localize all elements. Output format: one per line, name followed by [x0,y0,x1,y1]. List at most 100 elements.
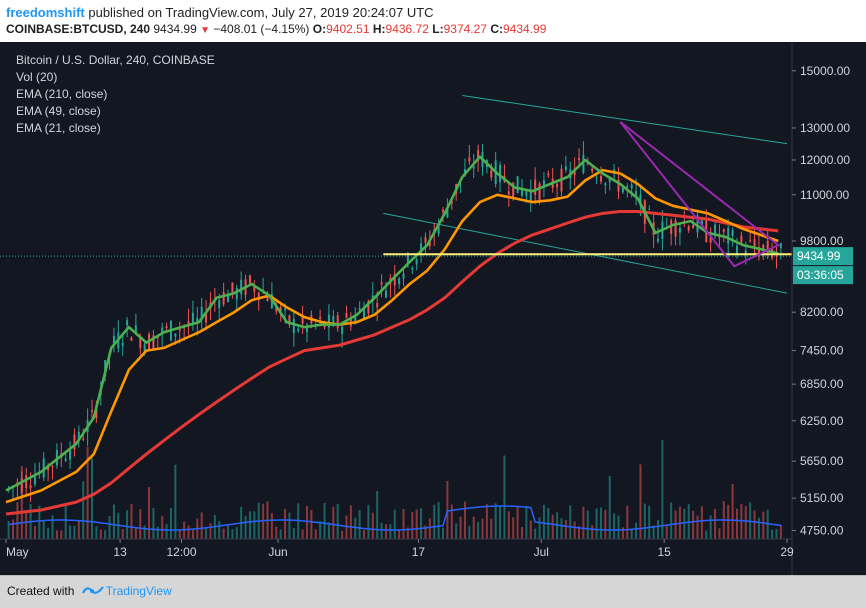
candle-body [639,194,642,206]
volume-bar [178,529,181,539]
volume-bar [442,527,445,539]
volume-bar [516,506,519,539]
candle-body [766,240,769,254]
volume-bar [494,503,497,539]
volume-bar [363,530,366,539]
y-tick-label: 13000.00 [800,121,850,135]
volume-bar [525,505,528,539]
candle-body [762,244,765,249]
x-tick-label: 29 [780,545,794,559]
volume-bar [731,483,734,539]
candle-body [187,321,190,326]
candle-body [240,279,243,295]
candle-body [393,274,396,286]
volume-bar [534,528,537,539]
close-value: 9434.99 [503,22,547,36]
volume-bar [446,481,449,539]
volume-bar [692,510,695,539]
footer-credit: Created with TradingView [7,584,172,598]
volume-bar [139,509,142,539]
candle-body [424,237,427,243]
candle-body [437,224,440,234]
volume-bar [661,440,664,539]
volume-bars [7,440,782,539]
last-price: 9434.99 [153,22,197,36]
candle-body [564,166,567,170]
volume-bar [112,504,115,539]
x-tick-label: 12:00 [166,545,196,559]
volume-bar [209,523,212,539]
volume-ma [8,505,782,531]
published-text: published on TradingView.com, July 27, 2… [88,5,434,20]
candle-body [428,240,431,247]
volume-bar [771,529,774,539]
candle-body [604,183,607,186]
candle-body [595,176,598,178]
candle-body [534,179,537,195]
volume-bar [288,512,291,539]
volume-bar [472,516,475,539]
volume-bar [143,525,146,539]
candle-body [520,187,523,196]
volume-bar [415,509,418,539]
volume-bar [560,518,563,539]
volume-bar [12,519,15,539]
candle-body [617,179,620,192]
volume-bar [626,505,629,539]
volume-bar [248,511,251,539]
candle-body [376,303,379,308]
candle-body [42,458,45,478]
candle-body [542,180,545,187]
volume-bar [499,505,502,539]
volume-bar [275,526,278,539]
footer-bar: Created with TradingView [0,575,866,608]
price-chart[interactable]: 15000.00 13000.00 12000.00 11000.00 9800.00 8… [0,42,866,575]
chart-panel[interactable]: 15000.00 13000.00 12000.00 11000.00 9800.00 8… [0,42,866,575]
volume-bar [77,521,80,539]
candle-body [165,326,168,329]
candle-body [332,315,335,326]
legend-ema21: EMA (21, close) [16,121,101,135]
volume-bar [33,526,36,539]
volume-bar [406,527,409,539]
volume-bar [231,529,234,539]
candle-body [73,434,76,450]
candle-body [196,317,199,323]
candle-body [402,273,405,279]
volume-bar [349,505,352,539]
volume-bar [573,521,576,539]
author-link[interactable]: freedomshift [6,5,85,20]
candle-body [161,327,164,335]
candle-body [507,191,510,195]
candle-body [678,227,681,233]
volume-bar [310,510,313,539]
candle-body [90,410,93,412]
tradingview-link[interactable]: TradingView [105,584,172,598]
candle-body [411,267,414,270]
volume-bar [670,502,673,539]
candle-body [630,184,633,189]
candle-body [257,292,260,301]
candle-body [266,296,269,302]
legend-volume: Vol (20) [16,70,58,84]
candle-body [292,318,295,333]
candle-body [25,475,28,488]
candle-body [222,292,225,305]
candle-body [613,169,616,173]
volume-bar [336,503,339,539]
candle-body [468,157,471,162]
candle-body [709,235,712,243]
candle-body [327,314,330,328]
candle-body [442,209,445,212]
volume-bar [538,517,541,539]
candle-body [406,253,409,263]
high-label: H: [372,22,386,36]
countdown-label: 03:36:05 [797,268,844,282]
volume-bar [108,516,111,539]
down-arrow-icon: ▼ [200,25,211,36]
volume-bar [744,506,747,539]
legend-ema49: EMA (49, close) [16,104,101,118]
volume-bar [455,523,458,539]
candle-body [235,288,238,300]
volume-bar [152,508,155,539]
